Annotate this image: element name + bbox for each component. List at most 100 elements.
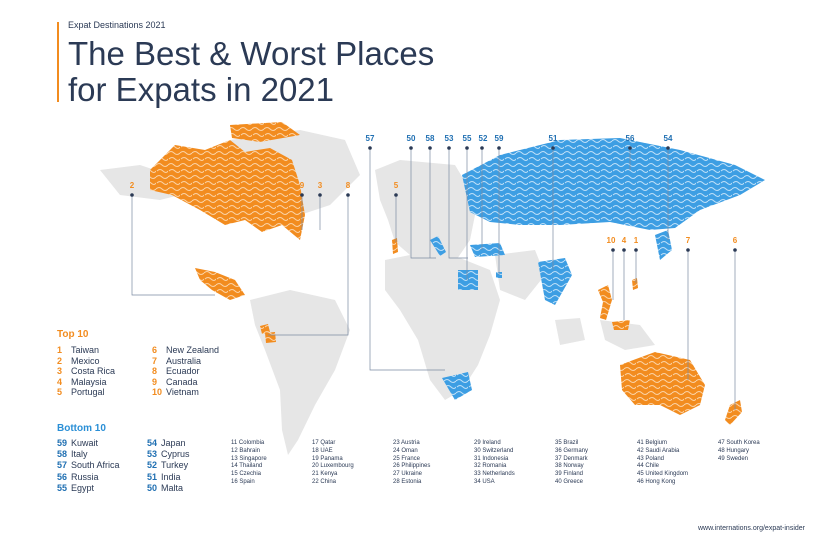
list-item: 55 Egypt [57, 483, 120, 494]
list-item: 27 Ukraine [393, 471, 423, 478]
title-line-1: The Best & Worst Places [68, 35, 435, 72]
australia-shape [620, 352, 705, 415]
country-name: Canada [166, 376, 198, 387]
map-label-6: 6 [733, 236, 738, 245]
title-accent-bar [57, 22, 59, 102]
list-item: 33 Netherlands [474, 471, 515, 478]
map-label-52: 52 [479, 134, 488, 143]
map-label-55: 55 [463, 134, 472, 143]
rank-number: 5 [57, 387, 63, 398]
country-name: Ecuador [166, 366, 200, 377]
bottom10-list-col1: 59 Kuwait 58 Italy 57 South Africa 56 Russia… [57, 438, 120, 494]
list-item: 16 Spain [231, 478, 255, 485]
list-item: 11 Colombia [231, 440, 265, 446]
list-item: 4 Malaysia [57, 377, 115, 388]
list-item: 31 Indonesia [474, 455, 509, 462]
country-name: Portugal [71, 387, 105, 398]
list-item: 36 Germany [555, 447, 589, 454]
rank-number: 2 [57, 355, 63, 366]
list-item: 7 Australia [152, 356, 219, 367]
bottom10-list-col2: 54 Japan 53 Cyprus 52 Turkey 51 India 50 Malt… [147, 438, 190, 494]
list-item: 35 Brazil [555, 440, 579, 446]
new-zealand-shape [725, 400, 742, 425]
land-bottom10 [430, 138, 765, 400]
list-item: 10 Vietnam [152, 387, 219, 398]
list-item: 23 Austria [393, 440, 420, 446]
middle-ranks-col-3: 23 Austria 24 Oman 25 France 26 Philippi… [393, 440, 430, 487]
list-item: 56 Russia [57, 472, 120, 483]
country-name: Costa Rica [71, 366, 116, 377]
map-label-56: 56 [626, 134, 635, 143]
list-item: 43 Poland [637, 455, 665, 462]
rank-number: 57 [57, 460, 68, 471]
list-item: 22 China [312, 478, 337, 485]
list-item: 8 Ecuador [152, 366, 219, 377]
rank-number: 56 [57, 471, 68, 482]
country-name: South Africa [71, 460, 120, 471]
ecuador-shape [265, 332, 276, 343]
middle-ranks-col-5: 35 Brazil 36 Germany 37 Denmark 38 Norwa… [555, 440, 588, 487]
map-label-7: 7 [686, 236, 691, 245]
india-shape [538, 258, 572, 305]
country-name: Taiwan [71, 345, 100, 355]
top10-list-col2: 6 New Zealand 7 Australia 8 Ecuador 9 Canada… [152, 345, 219, 398]
map-label-1: 1 [634, 236, 639, 245]
list-item: 5 Portugal [57, 387, 115, 398]
rank-number: 54 [147, 438, 158, 448]
middle-ranks-col-1: 11 Colombia 12 Bahrain 13 Singapore 14 T… [231, 440, 267, 487]
list-item: 37 Denmark [555, 455, 588, 462]
rank-number: 50 [147, 482, 158, 493]
list-item: 46 Hong Kong [637, 478, 676, 485]
list-item: 41 Belgium [637, 440, 668, 446]
country-name: Malta [161, 482, 184, 493]
country-name: Italy [71, 449, 88, 460]
portugal-shape [392, 238, 398, 254]
list-item: 40 Greece [555, 478, 584, 485]
map-label-50: 50 [407, 134, 416, 143]
canada-arctic-shape [230, 122, 300, 142]
list-item: 15 Czechia [231, 471, 262, 478]
middle-ranks-col-6: 41 Belgium 42 Saudi Arabia 43 Poland 44 … [637, 440, 688, 487]
malaysia-shape [612, 320, 630, 330]
country-name: Russia [71, 471, 99, 482]
map-label-4: 4 [622, 236, 627, 245]
list-item: 57 South Africa [57, 460, 120, 471]
japan-shape [655, 230, 672, 260]
map-label-51: 51 [549, 134, 558, 143]
south-africa-shape [442, 372, 472, 400]
list-item: 18 UAE [312, 447, 333, 454]
rank-number: 9 [152, 376, 158, 387]
list-item: 42 Saudi Arabia [637, 447, 680, 454]
list-item: 29 Ireland [474, 440, 501, 446]
turkey-shape [470, 243, 505, 257]
country-name: India [161, 471, 181, 482]
list-item: 25 France [393, 455, 421, 462]
rank-number: 4 [57, 376, 63, 387]
costa-rica-shape [260, 324, 270, 334]
list-item: 17 Qatar [312, 440, 336, 446]
country-name: Egypt [71, 482, 95, 493]
map-label-3: 3 [318, 181, 323, 190]
list-item: 1 Taiwan [57, 345, 115, 356]
middle-ranks-col-7: 47 South Korea 48 Hungary 49 Sweden [718, 440, 760, 463]
map-label-9: 9 [300, 181, 305, 190]
list-item: 6 New Zealand [152, 345, 219, 356]
map-rank-labels-top: 2 9 3 8 5 10 4 1 7 6 [130, 181, 738, 245]
source-link[interactable]: www.internations.org/expat-insider [698, 525, 805, 532]
list-item: 53 Cyprus [147, 449, 190, 460]
country-name: Mexico [71, 355, 100, 366]
map-rank-labels-bottom: 57 50 58 53 55 52 59 51 56 54 [366, 134, 673, 143]
list-item: 28 Estonia [393, 478, 422, 485]
italy-shape [430, 236, 446, 256]
kicker-label: Expat Destinations 2021 [68, 20, 166, 30]
list-item: 24 Oman [393, 447, 418, 454]
rank-number: 3 [57, 366, 63, 377]
map-label-54: 54 [664, 134, 673, 143]
russia-shape [462, 138, 765, 230]
vietnam-shape [598, 285, 612, 320]
land-top10 [150, 122, 742, 425]
country-name: Vietnam [166, 387, 199, 398]
middle-ranks-col-2: 17 Qatar 18 UAE 19 Panama 20 Luxembourg … [312, 440, 354, 487]
title-line-2: for Expats in 2021 [68, 71, 334, 108]
